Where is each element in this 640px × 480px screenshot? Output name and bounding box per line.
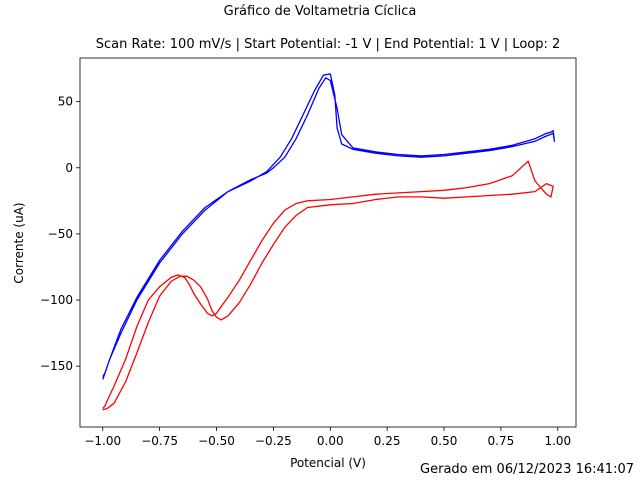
x-tick-label: 0.50 — [431, 434, 458, 448]
x-tick-label: −0.75 — [141, 434, 178, 448]
y-tick-label: −100 — [40, 293, 73, 307]
x-axis-ticks: −1.00 −0.75 −0.50 −0.25 0.00 0.25 0.50 0.75 1.00 — [84, 427, 571, 448]
x-tick-label: −1.00 — [84, 434, 121, 448]
y-tick-label: −150 — [40, 359, 73, 373]
x-tick-label: −0.50 — [198, 434, 235, 448]
y-axis-ticks: −150 −100 −50 0 50 — [40, 95, 80, 373]
x-tick-label: 0.75 — [488, 434, 515, 448]
y-tick-label: 0 — [65, 161, 73, 175]
series-line-2 — [102, 160, 554, 411]
series-line-1 — [102, 73, 556, 380]
chart-title: Scan Rate: 100 mV/s | Start Potential: -… — [95, 37, 561, 52]
x-tick-label: −0.25 — [255, 434, 292, 448]
y-axis-label: Corrente (uA) — [12, 202, 26, 283]
x-tick-label: 0.25 — [374, 434, 401, 448]
figure-suptitle: Gráfico de Voltametria Cíclica — [223, 4, 417, 19]
plot-frame — [79, 57, 577, 428]
x-tick-label: 1.00 — [544, 434, 571, 448]
x-axis-label: Potencial (V) — [290, 456, 366, 470]
y-tick-label: 50 — [58, 95, 73, 109]
y-tick-label: −50 — [48, 227, 73, 241]
x-tick-label: 0.00 — [317, 434, 344, 448]
series-layer — [102, 73, 556, 411]
generated-timestamp: Gerado em 06/12/2023 16:41:07 — [420, 462, 634, 477]
